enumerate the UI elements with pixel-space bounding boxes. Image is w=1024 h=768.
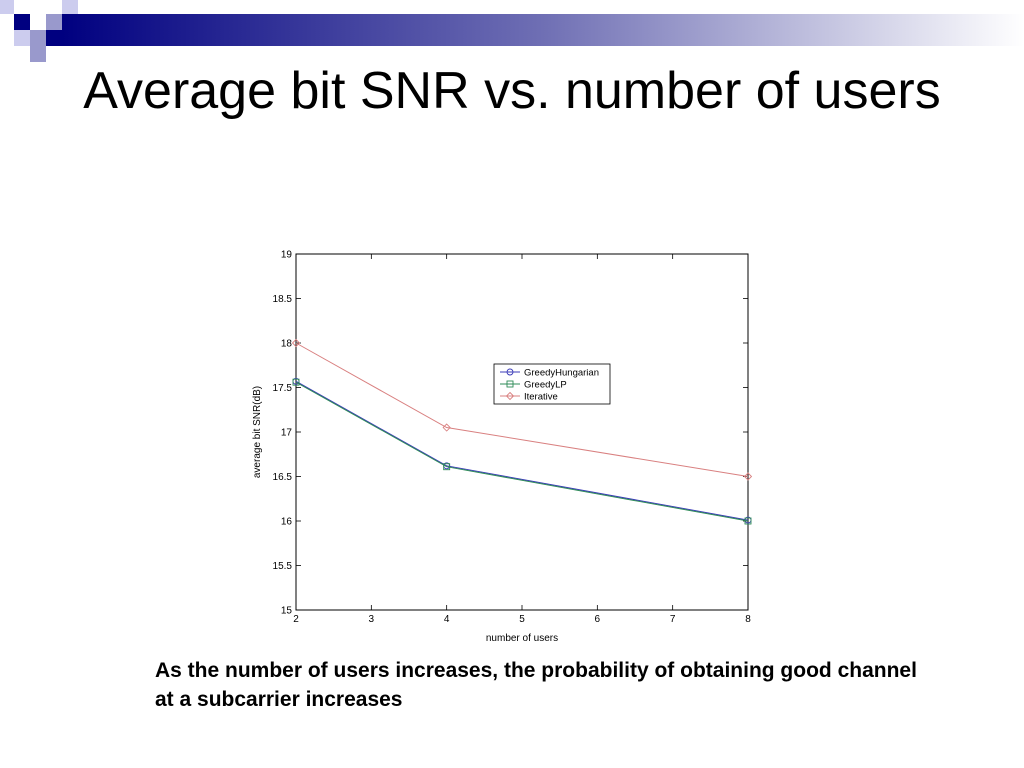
legend-marker-greedylp	[506, 380, 514, 388]
legend-marker-iterative	[505, 391, 515, 401]
y-tick-label: 18.5	[273, 294, 293, 305]
x-axis-label: number of users	[486, 633, 558, 644]
data-point-greedylp	[443, 463, 451, 471]
slide-caption: As the number of users increases, the pr…	[155, 659, 917, 711]
series-greedylp	[292, 378, 752, 525]
plot-area	[295, 253, 749, 611]
x-tick-label: 4	[444, 614, 450, 625]
y-tick-label: 16.5	[273, 472, 293, 483]
series-line-greedylp	[295, 381, 749, 522]
series-iterative	[291, 338, 753, 481]
y-tick-label: 17	[281, 428, 293, 439]
data-point-iterative	[442, 423, 451, 432]
data-point-iterative	[743, 472, 753, 481]
y-tick-label: 15	[281, 606, 293, 617]
y-tick-label: 17.5	[273, 383, 293, 394]
legend-label-greedylp: GreedyLP	[524, 380, 567, 391]
series-line-iterative	[295, 342, 749, 477]
x-tick-label: 3	[369, 614, 375, 625]
x-tick-label: 7	[670, 614, 676, 625]
y-axis-label: average bit SNR(dB)	[252, 386, 263, 478]
title-gradient-band	[62, 14, 1024, 46]
data-point-greedylp	[292, 378, 300, 386]
y-tick-label: 19	[281, 250, 293, 261]
legend-marker-greedyhungarian	[506, 368, 514, 376]
legend-label-iterative: Iterative	[524, 392, 558, 403]
series-line-greedyhungarian	[295, 380, 749, 521]
x-tick-label: 6	[595, 614, 601, 625]
y-tick-label: 15.5	[273, 561, 293, 572]
decorative-squares	[0, 0, 78, 62]
y-tick-label: 18	[281, 339, 293, 350]
x-tick-label: 8	[745, 614, 751, 625]
x-tick-label: 5	[519, 614, 525, 625]
data-point-greedylp	[744, 517, 752, 525]
y-tick-label: 16	[281, 517, 293, 528]
snr-line-chart: 15 15.5 16 16.5 17 17.5 18 18.5 19 2 3 4 5 6 7 8 avera…	[252, 250, 753, 644]
legend-label-greedyhungarian: GreedyHungarian	[524, 368, 599, 379]
title-decoration	[0, 0, 1024, 62]
data-point-iterative	[291, 338, 301, 348]
x-tick-label: 2	[293, 614, 299, 625]
slide-title: Average bit SNR vs. number of users	[83, 62, 941, 120]
